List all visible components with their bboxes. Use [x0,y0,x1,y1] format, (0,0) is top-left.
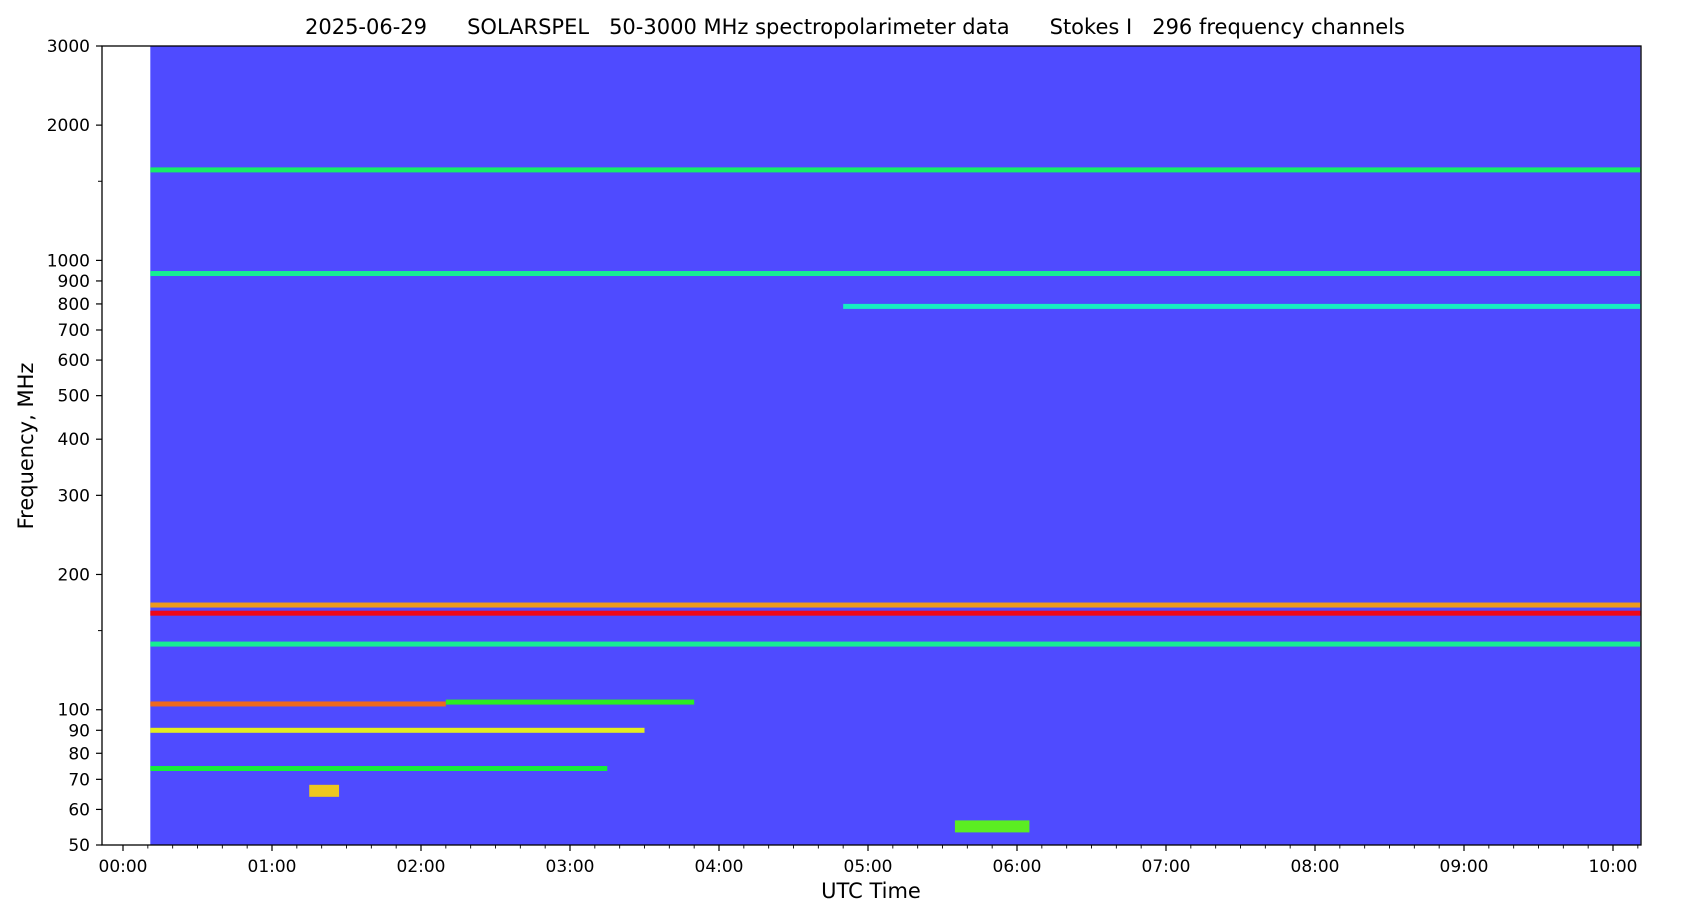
heatmap-feature [150,641,1641,647]
heatmap-feature [150,727,645,733]
y-tick-label: 50 [68,836,90,856]
y-tick-label: 700 [58,321,90,341]
y-tick-label: 600 [58,351,90,371]
y-tick-label: 70 [68,770,90,790]
x-tick-label: 03:00 [546,857,595,877]
y-tick-label: 80 [68,744,90,764]
x-tick-label: 01:00 [248,857,297,877]
y-tick-label: 900 [58,272,90,292]
heatmap-feature [150,167,1641,173]
heatmap-background [150,46,1641,845]
heatmap-feature [150,602,1641,608]
heatmap-feature [954,820,1030,833]
y-tick-label: 1000 [47,251,90,271]
y-tick-label: 60 [68,800,90,820]
y-tick-label: 500 [58,387,90,407]
x-tick-label: 02:00 [397,857,446,877]
x-axis-label: UTC Time [821,879,921,903]
y-tick-label: 800 [58,295,90,315]
x-axis: 00:00 01:00 02:00 03:00 04:00 05:00 06:00 07:00… [99,845,1639,877]
heatmap-feature [445,699,695,705]
x-tick-label: 10:00 [1589,857,1638,877]
x-tick-label: 08:00 [1291,857,1340,877]
spectrogram-heatmap [150,46,1641,845]
heatmap-feature [150,765,608,771]
heatmap-feature [843,303,1641,309]
y-tick-label: 100 [58,701,90,721]
x-tick-label: 09:00 [1440,857,1489,877]
chart-title: 2025-06-29 SOLARSPEL 50-3000 MHz spectro… [305,15,1405,39]
x-tick-label: 06:00 [993,857,1042,877]
y-tick-label: 200 [58,565,90,585]
plot-frame [101,45,1642,846]
x-tick-label: 07:00 [1142,857,1191,877]
y-tick-label: 400 [58,430,90,450]
heatmap-feature [150,271,1641,277]
heatmap-feature [309,784,340,797]
x-tick-label: 00:00 [99,857,148,877]
y-tick-label: 90 [68,721,90,741]
x-tick-label: 05:00 [844,857,893,877]
x-tick-label: 04:00 [695,857,744,877]
heatmap-feature [150,610,1641,616]
y-tick-label: 2000 [47,116,90,136]
y-tick-label: 3000 [47,37,90,57]
y-tick-label: 300 [58,486,90,506]
y-axis-label: Frequency, MHz [14,363,38,530]
heatmap-feature [150,701,446,707]
